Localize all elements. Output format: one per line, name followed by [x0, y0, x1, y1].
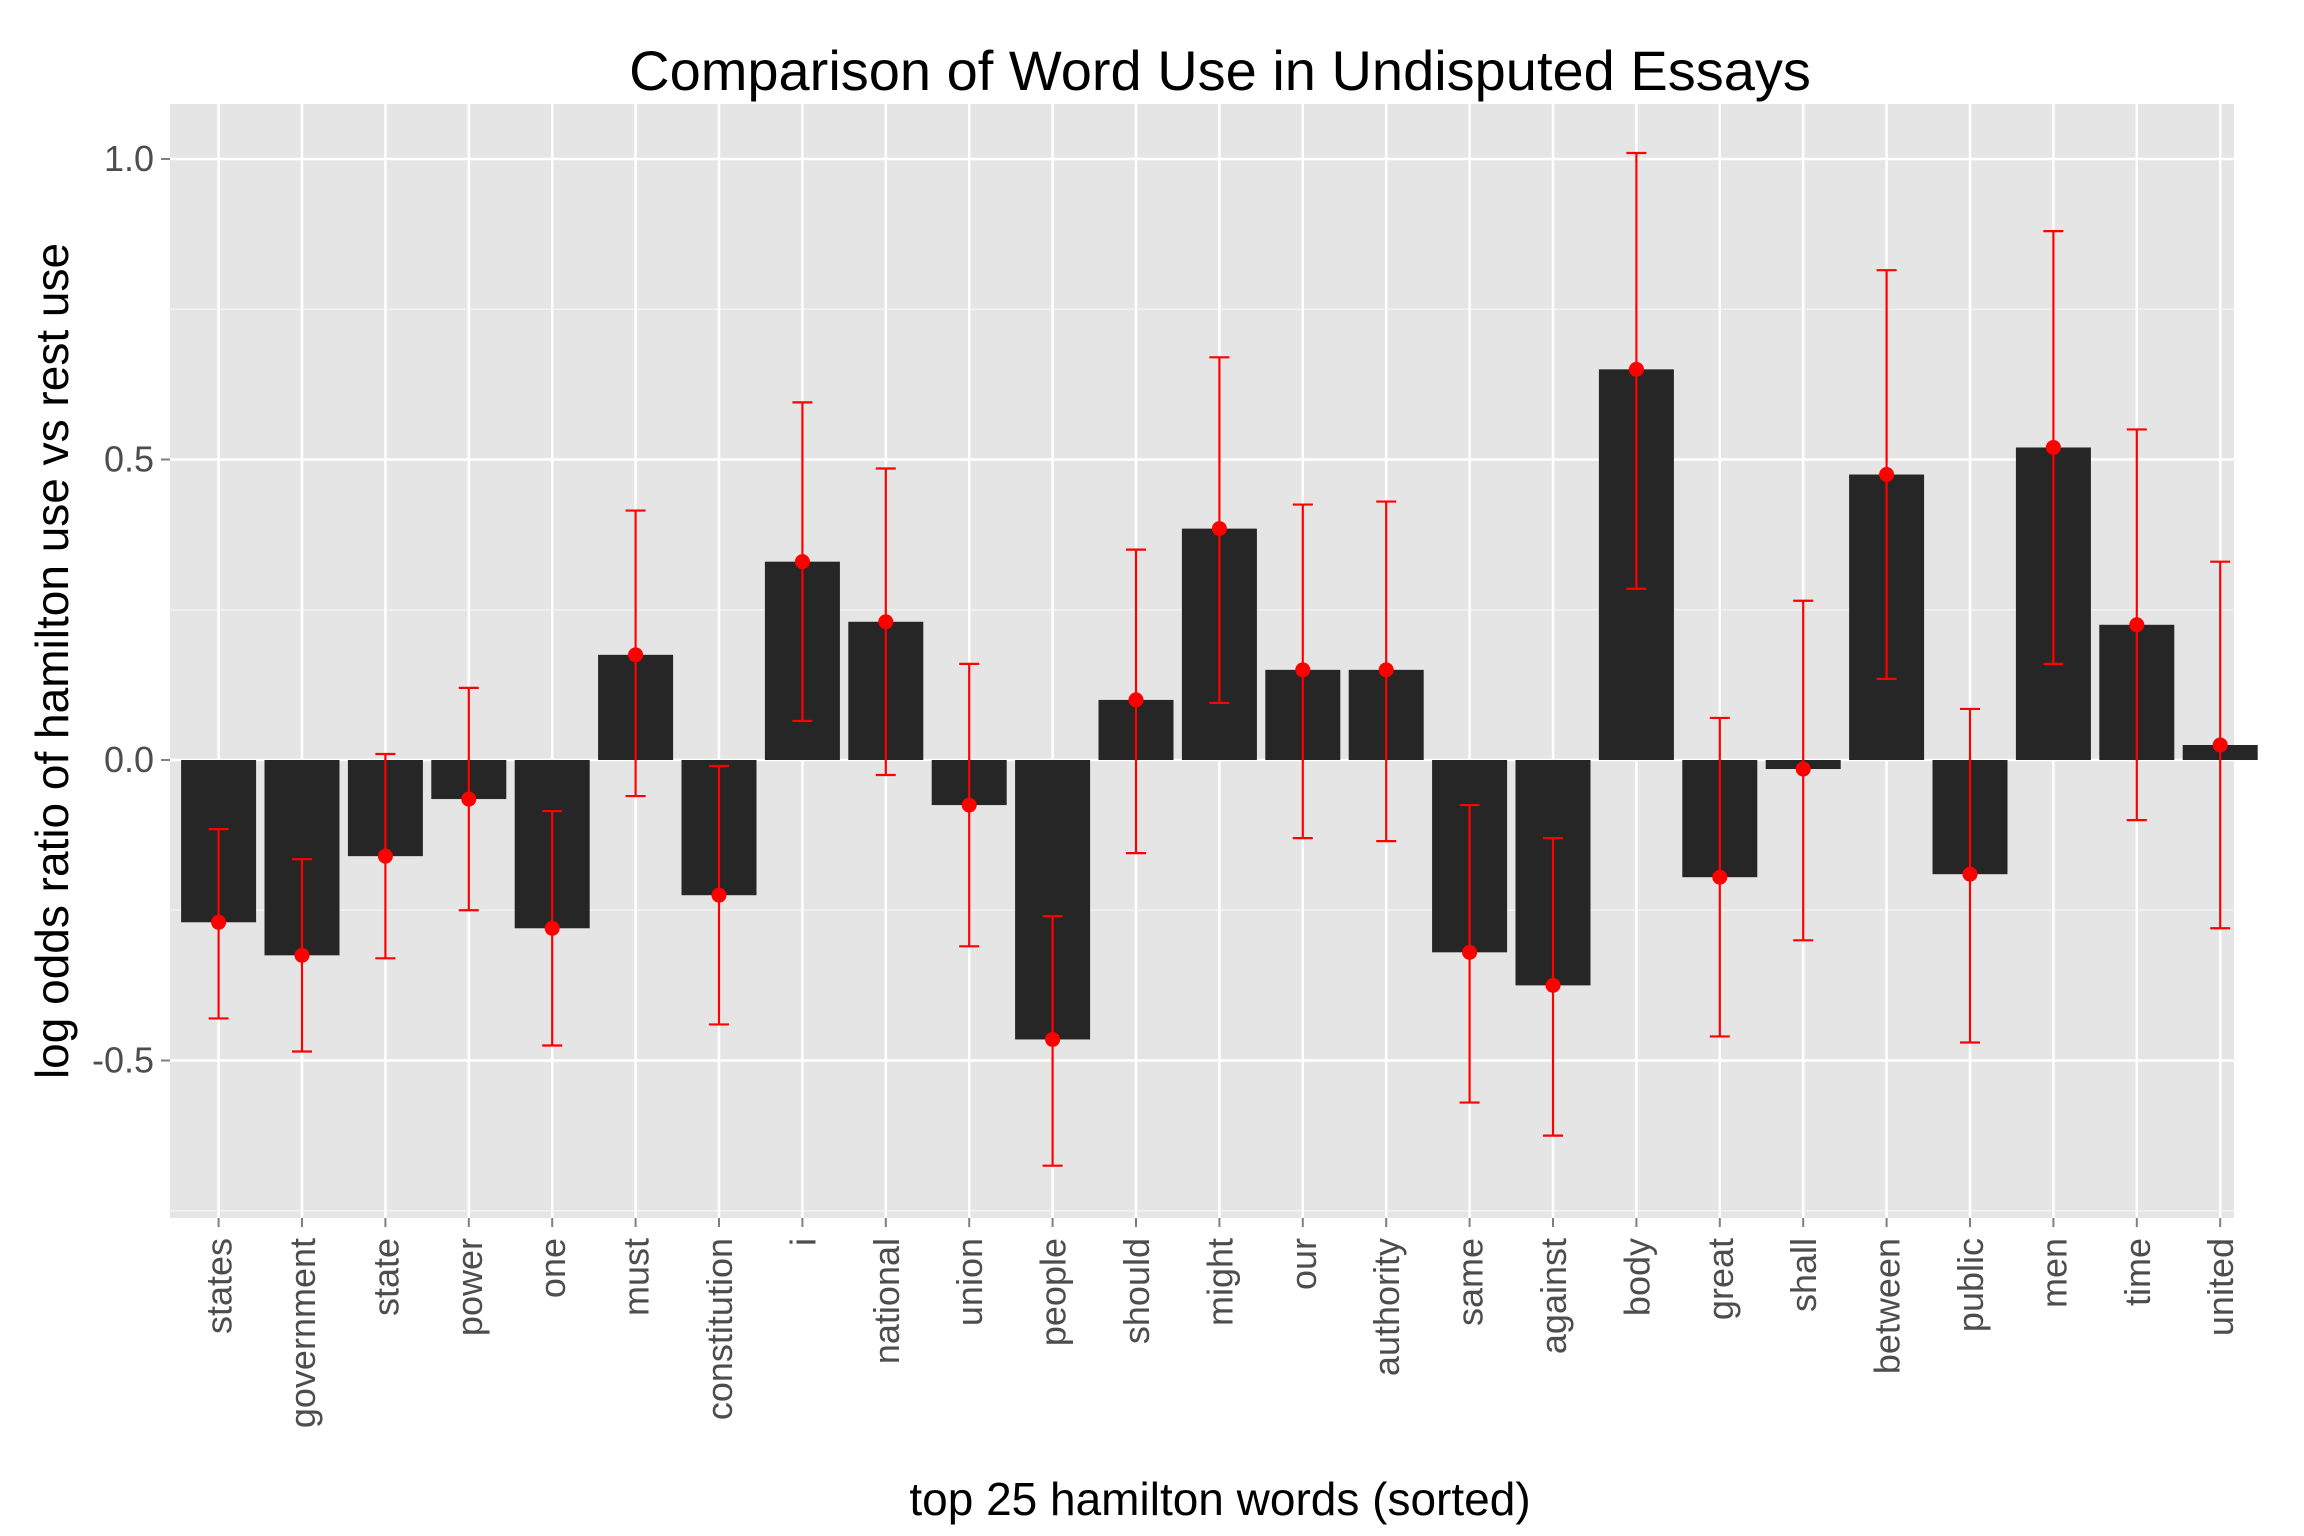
point-men — [2045, 439, 2061, 455]
error-bar-authority — [1376, 500, 1397, 843]
x-tick-label: great — [1700, 1238, 1741, 1320]
x-tick-label: government — [282, 1238, 323, 1428]
error-bar-men — [2043, 230, 2064, 665]
error-bar-people — [1042, 915, 1063, 1167]
error-bar-against — [1543, 837, 1563, 1137]
error-bar-i — [792, 401, 813, 723]
x-tick-label: between — [1867, 1238, 1908, 1374]
x-tick-label: authority — [1366, 1238, 1407, 1376]
point-states — [211, 914, 227, 930]
point-time — [2129, 617, 2145, 633]
point-great — [1712, 869, 1728, 885]
point-state — [377, 848, 393, 864]
error-bar-shall — [1793, 599, 1814, 942]
point-body — [1628, 361, 1644, 377]
point-people — [1045, 1031, 1061, 1047]
x-tick-label: must — [616, 1238, 657, 1316]
y-tick-label: 0.0 — [104, 739, 154, 780]
point-between — [1879, 467, 1895, 483]
error-bar-time — [2126, 428, 2147, 822]
point-must — [628, 647, 644, 663]
x-tick-label: same — [1450, 1238, 1491, 1326]
x-tick-label: people — [1033, 1238, 1074, 1346]
x-tick-label: should — [1116, 1238, 1157, 1344]
x-tick-label: time — [2117, 1238, 2158, 1306]
point-public — [1962, 866, 1978, 882]
point-against — [1545, 977, 1561, 993]
point-one — [544, 920, 560, 936]
x-tick-label: public — [1950, 1238, 1991, 1332]
y-tick-label: 0.5 — [104, 439, 154, 480]
point-power — [461, 791, 477, 807]
x-tick-label: one — [532, 1238, 573, 1298]
point-union — [961, 797, 977, 813]
x-tick-label: national — [866, 1238, 907, 1364]
x-tick-label: men — [2033, 1238, 2074, 1308]
x-tick-label: state — [365, 1238, 406, 1316]
x-tick-label: union — [949, 1238, 990, 1326]
x-axis: states government state power one must constit… — [199, 1218, 2241, 1428]
x-tick-label: power — [449, 1238, 490, 1336]
point-should — [1128, 692, 1144, 708]
error-bar-might — [1209, 356, 1230, 705]
error-bar-body — [1626, 151, 1647, 590]
point-shall — [1795, 761, 1811, 777]
point-united — [2212, 737, 2228, 753]
error-bar-power — [458, 686, 479, 912]
error-bar-united — [2210, 560, 2231, 930]
x-axis-title: top 25 hamilton words (sorted) — [909, 1473, 1530, 1525]
y-tick-label: 1.0 — [104, 138, 154, 179]
error-bar-one — [542, 809, 563, 1047]
error-bar-should — [1126, 548, 1146, 855]
error-bar-must — [625, 509, 646, 798]
x-tick-label: united — [2200, 1238, 2241, 1336]
point-our — [1295, 662, 1311, 678]
y-axis-title: log odds ratio of hamilton use vs rest u… — [26, 243, 78, 1079]
point-authority — [1378, 662, 1394, 678]
error-bar-national — [875, 467, 896, 777]
point-might — [1211, 521, 1227, 537]
x-tick-label: against — [1533, 1238, 1574, 1354]
x-tick-label: constitution — [699, 1238, 740, 1420]
error-bar-government — [292, 858, 312, 1053]
error-bar-constitution — [709, 764, 729, 1026]
x-tick-label: our — [1283, 1238, 1324, 1290]
error-bar-states — [208, 828, 229, 1020]
error-bar-public — [1960, 707, 1980, 1044]
x-tick-label: might — [1199, 1238, 1240, 1326]
x-tick-label: body — [1616, 1238, 1657, 1316]
error-bar-same — [1459, 803, 1480, 1104]
chart-title: Comparison of Word Use in Undisputed Ess… — [629, 39, 1811, 102]
x-tick-label: i — [782, 1238, 823, 1246]
error-bars — [208, 151, 2231, 1167]
error-bar-great — [1709, 716, 1730, 1038]
point-government — [294, 947, 310, 963]
error-bar-state — [375, 752, 396, 960]
y-tick-label: -0.5 — [92, 1040, 154, 1081]
point-constitution — [711, 887, 727, 903]
x-tick-label: shall — [1783, 1238, 1824, 1312]
point-same — [1462, 944, 1478, 960]
y-axis: -0.5 0.0 0.5 1.0 — [92, 138, 170, 1081]
point-national — [878, 614, 894, 630]
point-i — [794, 554, 810, 570]
error-bar-union — [959, 662, 980, 948]
x-tick-label: states — [199, 1238, 240, 1334]
error-bar-our — [1292, 503, 1313, 840]
error-bar-between — [1876, 269, 1897, 680]
